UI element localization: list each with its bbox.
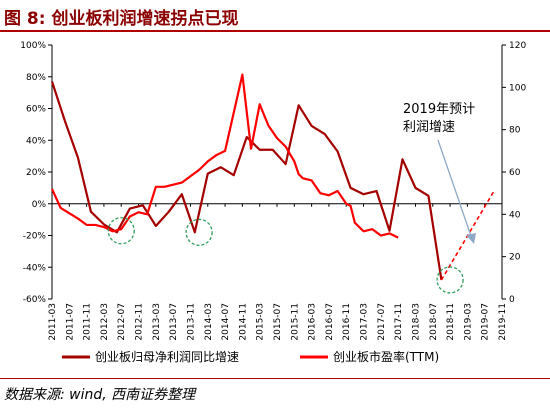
y-left-tick-label: 60% [26,105,46,115]
y-left-tick-label: -40% [23,263,47,273]
y-right-tick-label: 60 [509,168,521,178]
x-tick-label: 2012-07 [117,303,127,341]
x-tick-label: 2015-11 [290,303,300,341]
chart-legend: 创业板归母净利润同比增速 创业板市盈率(TTM) [62,349,439,364]
chart-axes: -60% -40% -20% 0% 20% 40% 60% 80% 100% 0 20 40 60 80 1… [20,41,526,341]
y-left-tick-label: 100% [20,41,46,51]
y-right-tick-label: 0 [509,295,515,305]
x-tick-label: 2011-07 [65,303,75,341]
x-tick-label: 2012-11 [135,303,145,341]
x-tick-label: 2018-03 [411,303,421,341]
trough-marker-circle [107,217,135,245]
trough-marker-circle [185,218,213,246]
source-note: 数据来源: wind, 西南证券整理 [4,387,196,403]
series-line-profit-growth [50,81,443,281]
x-tick-label: 2019-07 [481,303,491,341]
y-right-tick-label: 80 [509,126,521,136]
annotation-text-line: 2019年预计 [403,102,475,117]
x-tick-label: 2019-11 [498,303,508,341]
x-tick-label: 2013-03 [152,303,162,341]
x-tick-label: 2016-11 [342,303,352,341]
figure-title-row: 图 8: 创业板利润增速拐点已现 [0,0,550,30]
chart-plot-area [50,73,495,294]
figure-title: 图 8: 创业板利润增速拐点已现 [4,9,239,29]
annotation-arrow-head [466,233,476,244]
y-left-tick-label: 40% [26,136,46,146]
x-tick-label: 2016-03 [308,303,318,341]
y-right-tick-label: 20 [509,253,521,263]
y-right-tick-label: 100 [509,83,526,93]
legend-label-pe-ttm: 创业板市盈率(TTM) [333,349,439,364]
x-tick-label: 2013-11 [186,303,196,341]
x-tick-label: 2014-03 [204,303,214,341]
trough-marker-circle [436,266,464,294]
y-left-tick-label: -20% [23,232,47,242]
y-left-tick-label: 80% [26,73,46,83]
x-tick-label: 2012-03 [100,303,110,341]
y-right-tick-label: 120 [509,41,526,51]
x-tick-label: 2016-07 [325,303,335,341]
annotation-arrow-shaft [437,139,472,237]
x-tick-label: 2017-07 [377,303,387,341]
footer-rule [0,378,550,379]
x-tick-label: 2019-03 [463,303,473,341]
x-tick-label: 2011-11 [83,303,93,341]
x-tick-label: 2015-07 [273,303,283,341]
y-left-tick-label: 0% [32,200,47,210]
x-tick-label: 2013-07 [169,303,179,341]
profit-growth-chart: -60% -40% -20% 0% 20% 40% 60% 80% 100% 0 20 40 60 80 1… [20,41,526,364]
y-left-tick-label: 20% [26,168,46,178]
x-tick-label: 2017-03 [360,303,370,341]
x-tick-label: 2011-03 [48,303,58,341]
x-tick-label: 2014-11 [238,303,248,341]
annotation-text-line: 利润增速 [403,120,455,135]
title-rule [0,30,550,32]
y-right-tick-label: 40 [509,210,521,220]
x-tick-label: 2018-11 [446,303,456,341]
x-tick-label: 2017-11 [394,303,404,341]
legend-label-profit-growth: 创业板归母净利润同比增速 [95,350,239,364]
x-tick-label: 2014-07 [221,303,231,341]
x-tick-label: 2018-07 [429,303,439,341]
series-line-pe-ttm [50,73,399,239]
x-tick-label: 2015-03 [256,303,266,341]
y-left-tick-label: -60% [23,295,47,305]
